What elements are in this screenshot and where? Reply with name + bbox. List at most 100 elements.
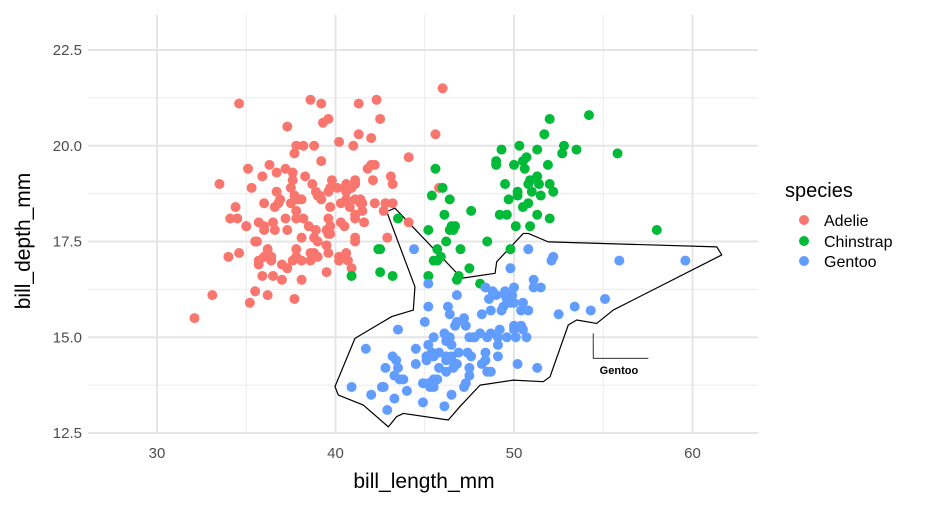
data-point-gentoo <box>509 282 519 293</box>
data-point-adelie <box>309 140 320 151</box>
data-point-gentoo <box>492 351 503 362</box>
data-point-chinstrap <box>539 129 550 140</box>
data-point-gentoo <box>417 378 428 389</box>
data-point-adelie <box>223 251 234 262</box>
data-point-gentoo <box>441 366 452 377</box>
data-point-adelie <box>385 171 396 182</box>
data-point-gentoo <box>366 389 377 400</box>
data-point-gentoo <box>614 255 625 266</box>
data-point-chinstrap <box>466 205 477 216</box>
data-point-gentoo <box>423 278 434 289</box>
data-point-adelie <box>403 152 414 163</box>
data-point-adelie <box>269 202 280 213</box>
data-point-gentoo <box>441 355 452 366</box>
data-point-chinstrap <box>439 209 450 220</box>
data-point-adelie <box>253 217 264 228</box>
data-point-adelie <box>282 225 293 236</box>
annotation-connector <box>592 333 649 359</box>
data-point-gentoo <box>460 320 471 331</box>
data-points <box>189 83 691 416</box>
data-point-gentoo <box>492 339 503 350</box>
data-point-adelie <box>269 225 280 236</box>
legend-item-adelie: Adelie <box>799 213 869 230</box>
data-point-chinstrap <box>532 209 543 220</box>
legend-title: species <box>785 180 853 202</box>
data-point-chinstrap <box>651 225 662 236</box>
data-point-adelie <box>305 94 316 105</box>
data-point-adelie <box>296 274 307 285</box>
data-point-gentoo <box>494 324 505 335</box>
data-point-gentoo <box>517 297 528 308</box>
data-point-gentoo <box>391 355 402 366</box>
gentoo-annotation: Gentoo <box>334 207 723 428</box>
data-point-chinstrap <box>544 113 555 124</box>
data-point-chinstrap <box>455 244 466 255</box>
data-point-adelie <box>380 198 391 209</box>
data-point-adelie <box>225 213 236 224</box>
data-point-adelie <box>325 228 336 239</box>
data-point-adelie <box>321 267 332 278</box>
data-point-gentoo <box>389 393 400 404</box>
data-point-adelie <box>189 313 200 324</box>
data-point-adelie <box>257 270 268 281</box>
data-point-adelie <box>271 167 282 178</box>
data-point-chinstrap <box>423 270 434 281</box>
data-point-adelie <box>369 159 380 170</box>
data-point-adelie <box>234 98 245 109</box>
data-point-adelie <box>234 247 245 258</box>
data-point-gentoo <box>585 305 596 316</box>
data-point-gentoo <box>409 244 420 255</box>
data-point-gentoo <box>392 324 403 335</box>
data-point-adelie <box>307 179 318 190</box>
data-point-adelie <box>289 148 300 159</box>
legend-label-gentoo: Gentoo <box>824 254 877 271</box>
data-point-gentoo <box>432 374 443 385</box>
data-point-gentoo <box>521 332 532 343</box>
data-point-adelie <box>282 263 293 274</box>
data-point-adelie <box>276 274 287 285</box>
y-tick-label: 20.0 <box>53 138 82 155</box>
data-point-gentoo <box>535 282 546 293</box>
data-point-chinstrap <box>521 152 532 163</box>
data-point-chinstrap <box>494 209 505 220</box>
data-point-chinstrap <box>509 159 519 170</box>
data-point-adelie <box>251 236 262 247</box>
data-point-adelie <box>250 286 261 297</box>
data-point-adelie <box>285 182 296 193</box>
data-point-chinstrap <box>612 148 623 159</box>
data-point-chinstrap <box>523 198 534 209</box>
annotation-label-gentoo: Gentoo <box>600 365 639 377</box>
data-point-chinstrap <box>558 140 569 151</box>
data-point-chinstrap <box>437 182 448 193</box>
legend-key-adelie <box>799 215 809 225</box>
data-point-gentoo <box>500 290 511 301</box>
data-point-gentoo <box>382 405 393 416</box>
data-point-gentoo <box>451 359 462 370</box>
data-point-chinstrap <box>525 221 536 232</box>
data-point-adelie <box>303 221 314 232</box>
data-point-chinstrap <box>444 225 455 236</box>
data-point-adelie <box>334 136 345 147</box>
x-tick-label: 50 <box>506 445 523 462</box>
data-point-chinstrap <box>500 179 511 190</box>
gentoo-hull <box>334 207 723 428</box>
data-point-adelie <box>268 217 279 228</box>
data-point-adelie <box>316 194 327 205</box>
data-point-gentoo <box>510 332 521 343</box>
data-point-chinstrap <box>501 209 512 220</box>
data-point-adelie <box>232 213 243 224</box>
data-point-gentoo <box>509 320 519 331</box>
data-point-gentoo <box>392 362 403 373</box>
data-point-gentoo <box>423 301 434 312</box>
data-point-chinstrap <box>533 179 544 190</box>
data-point-adelie <box>321 240 332 251</box>
data-point-gentoo <box>482 366 493 377</box>
data-point-adelie <box>280 213 291 224</box>
data-point-adelie <box>264 159 275 170</box>
data-point-gentoo <box>484 293 495 304</box>
data-point-adelie <box>325 182 336 193</box>
data-point-adelie <box>353 129 364 140</box>
data-point-gentoo <box>417 397 428 408</box>
data-point-gentoo <box>569 301 580 312</box>
data-point-adelie <box>339 221 350 232</box>
